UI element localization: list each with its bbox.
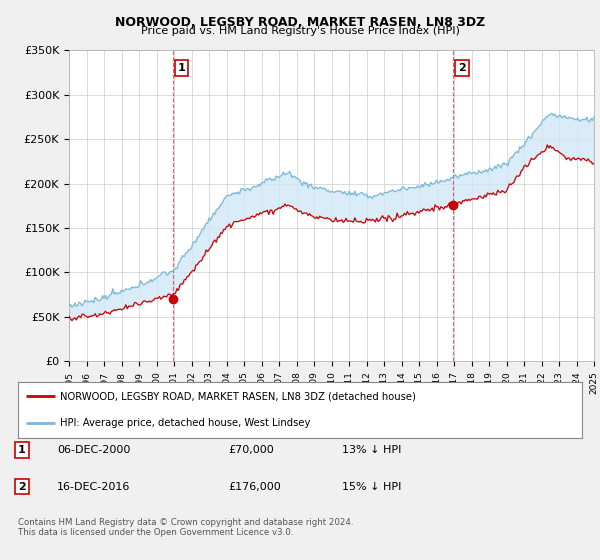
Text: 16-DEC-2016: 16-DEC-2016 <box>57 482 130 492</box>
Text: 15% ↓ HPI: 15% ↓ HPI <box>342 482 401 492</box>
Text: 1: 1 <box>178 63 185 73</box>
Text: 1: 1 <box>18 445 26 455</box>
Text: £70,000: £70,000 <box>228 445 274 455</box>
Text: 06-DEC-2000: 06-DEC-2000 <box>57 445 130 455</box>
Text: 13% ↓ HPI: 13% ↓ HPI <box>342 445 401 455</box>
Text: 2: 2 <box>18 482 26 492</box>
Text: Contains HM Land Registry data © Crown copyright and database right 2024.
This d: Contains HM Land Registry data © Crown c… <box>18 518 353 538</box>
Text: Price paid vs. HM Land Registry's House Price Index (HPI): Price paid vs. HM Land Registry's House … <box>140 26 460 36</box>
Text: HPI: Average price, detached house, West Lindsey: HPI: Average price, detached house, West… <box>60 418 311 428</box>
Text: £176,000: £176,000 <box>228 482 281 492</box>
Text: NORWOOD, LEGSBY ROAD, MARKET RASEN, LN8 3DZ: NORWOOD, LEGSBY ROAD, MARKET RASEN, LN8 … <box>115 16 485 29</box>
Text: NORWOOD, LEGSBY ROAD, MARKET RASEN, LN8 3DZ (detached house): NORWOOD, LEGSBY ROAD, MARKET RASEN, LN8 … <box>60 391 416 402</box>
Text: 2: 2 <box>458 63 466 73</box>
